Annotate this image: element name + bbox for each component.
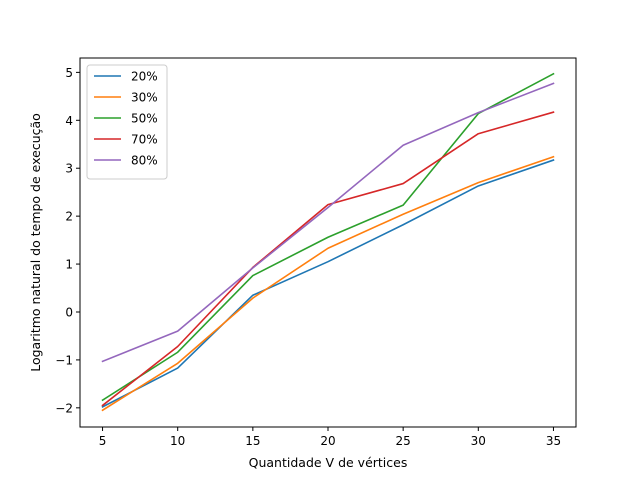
legend-label: 70% [131, 133, 158, 147]
x-tick-label: 5 [99, 434, 107, 448]
series-line-50pct [101, 72, 555, 402]
legend-label: 20% [131, 70, 158, 84]
series-line-80pct [101, 82, 555, 363]
legend-box [86, 64, 168, 180]
x-axis: 5 10 15 20 25 30 35 [99, 427, 561, 448]
legend-label: 80% [131, 154, 158, 168]
x-tick-label: 15 [245, 434, 260, 448]
y-tick-label: 3 [65, 162, 73, 176]
legend-label: 30% [131, 91, 158, 105]
x-tick-label: 35 [546, 434, 561, 448]
series-layer [101, 72, 555, 412]
x-tick-label: 20 [320, 434, 335, 448]
legend: 20% 30% 50% 70% 80% [86, 64, 168, 180]
series-line-30pct [101, 155, 555, 412]
y-axis-label: Logaritmo natural do tempo de execução [28, 113, 43, 372]
x-tick-label: 30 [471, 434, 486, 448]
x-tick-label: 25 [396, 434, 411, 448]
y-axis: −2 −1 0 1 2 3 4 5 [55, 66, 80, 415]
y-tick-label: −1 [55, 353, 73, 367]
series-line-20pct [101, 159, 555, 408]
y-tick-label: 0 [65, 305, 73, 319]
y-tick-label: 2 [65, 210, 73, 224]
y-tick-label: 1 [65, 258, 73, 272]
series-line-70pct [101, 111, 555, 407]
y-tick-label: 5 [65, 66, 73, 80]
legend-label: 50% [131, 112, 158, 126]
x-axis-label: Quantidade V de vértices [249, 455, 408, 470]
x-tick-label: 10 [170, 434, 185, 448]
y-tick-label: 4 [65, 114, 73, 128]
y-tick-label: −2 [55, 401, 73, 415]
